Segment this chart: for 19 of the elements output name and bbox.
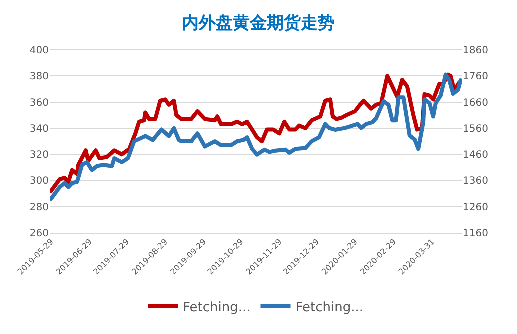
y2-tick-label: 1160 (463, 228, 488, 240)
y-tick-label: 260 (30, 228, 49, 240)
legend-label: Fetching... (296, 300, 364, 316)
y2-tick-label: 1860 (463, 46, 488, 56)
y2-tick-label: 1560 (463, 124, 488, 135)
y-tick-label: 360 (30, 98, 49, 109)
y-tick-label: 300 (30, 176, 49, 188)
y2-tick-label: 1460 (463, 150, 488, 162)
y-tick-label: 340 (30, 124, 49, 135)
y-tick-label: 280 (30, 202, 49, 214)
y-tick-label: 400 (30, 46, 49, 56)
legend-label: Fetching... (183, 300, 251, 316)
y2-tick-label: 1260 (463, 202, 488, 214)
chart-title: 内外盘黄金期货走势 (182, 14, 335, 34)
y-tick-label: 320 (30, 150, 49, 162)
y2-tick-label: 1660 (463, 98, 488, 109)
y-tick-label: 380 (30, 72, 49, 83)
y2-tick-label: 1360 (463, 176, 488, 188)
y2-tick-label: 1760 (463, 72, 488, 83)
